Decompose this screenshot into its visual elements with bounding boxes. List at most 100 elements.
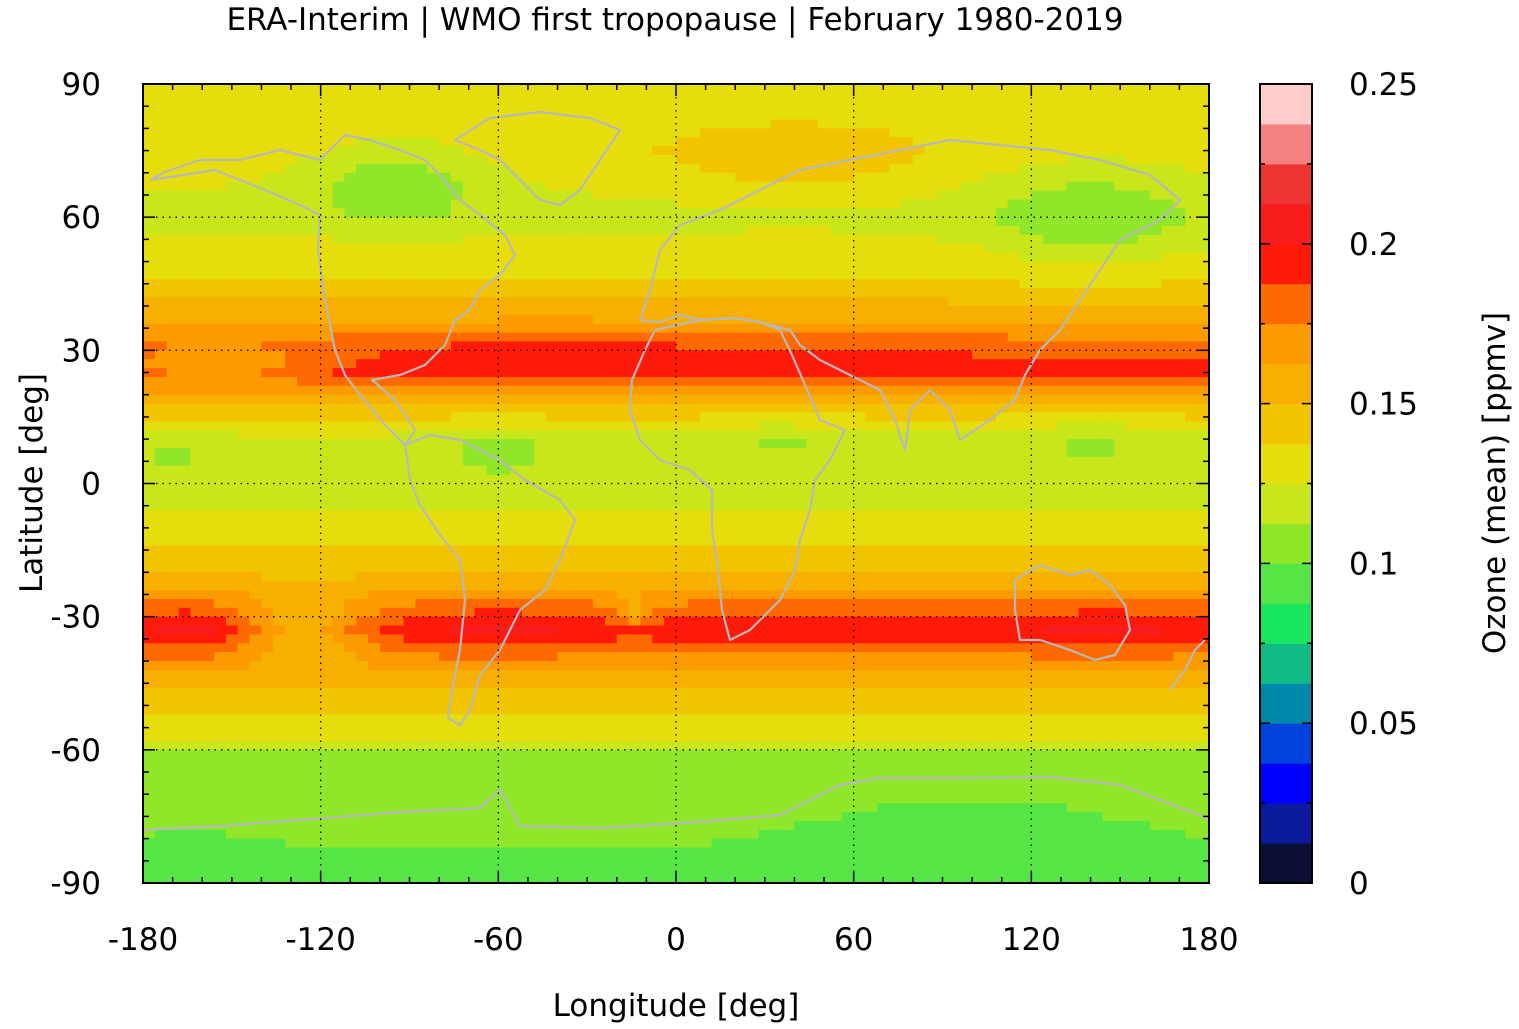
field-cell bbox=[474, 492, 488, 502]
field-cell bbox=[1090, 368, 1103, 378]
field-cell bbox=[1019, 84, 1032, 94]
field-cell bbox=[154, 323, 168, 334]
field-cell bbox=[166, 101, 180, 112]
field-cell bbox=[498, 323, 511, 334]
field-cell bbox=[829, 217, 843, 227]
field-cell bbox=[379, 226, 393, 236]
field-cell bbox=[972, 146, 985, 156]
field-cell bbox=[498, 412, 511, 422]
field-cell bbox=[237, 447, 251, 458]
field-cell bbox=[1019, 474, 1032, 485]
field-cell bbox=[676, 465, 689, 476]
field-cell bbox=[261, 536, 274, 547]
field-cell bbox=[889, 368, 902, 378]
field-cell bbox=[829, 341, 843, 351]
field-cell bbox=[474, 314, 488, 325]
field-cell bbox=[865, 119, 878, 129]
field-cell bbox=[273, 492, 286, 502]
field-cell bbox=[616, 252, 630, 263]
field-cell bbox=[190, 572, 203, 582]
field-cell bbox=[427, 234, 440, 245]
field-cell bbox=[154, 181, 168, 192]
field-cell bbox=[912, 412, 926, 422]
field-cell bbox=[273, 341, 286, 351]
field-cell bbox=[687, 341, 701, 351]
field-cell bbox=[901, 261, 914, 272]
field-cell bbox=[474, 341, 488, 351]
field-cell bbox=[415, 101, 428, 112]
field-cell bbox=[178, 314, 191, 325]
field-cell bbox=[569, 92, 582, 103]
field-cell bbox=[1161, 92, 1175, 103]
field-cell bbox=[912, 101, 926, 112]
field-cell bbox=[640, 226, 653, 236]
field-cell bbox=[1173, 137, 1186, 147]
field-cell bbox=[450, 501, 464, 511]
field-cell bbox=[1197, 510, 1209, 520]
field-cell bbox=[1126, 421, 1139, 431]
field-cell bbox=[853, 359, 867, 369]
field-cell bbox=[901, 128, 914, 138]
field-cell bbox=[735, 155, 748, 165]
field-cell bbox=[829, 563, 843, 573]
field-cell bbox=[143, 519, 156, 529]
field-cell bbox=[154, 545, 168, 556]
field-cell bbox=[972, 163, 985, 174]
field-cell bbox=[723, 305, 736, 316]
field-cell bbox=[735, 368, 748, 378]
field-cell bbox=[190, 137, 203, 147]
field-cell bbox=[593, 181, 606, 192]
field-cell bbox=[1007, 483, 1021, 493]
field-cell bbox=[912, 270, 926, 280]
field-cell bbox=[664, 146, 677, 156]
field-cell bbox=[628, 519, 642, 529]
field-cell bbox=[510, 226, 523, 236]
field-cell bbox=[1078, 447, 1092, 458]
field-cell bbox=[368, 483, 381, 493]
field-cell bbox=[510, 252, 523, 263]
field-cell bbox=[983, 314, 997, 325]
field-cell bbox=[841, 456, 855, 467]
field-cell bbox=[676, 92, 689, 103]
field-cell bbox=[474, 554, 488, 564]
field-cell bbox=[1173, 447, 1186, 458]
field-cell bbox=[1173, 376, 1186, 387]
field-cell bbox=[1102, 439, 1115, 449]
field-cell bbox=[1007, 234, 1021, 245]
field-cell bbox=[1149, 261, 1163, 272]
field-cell bbox=[841, 314, 855, 325]
field-cell bbox=[1149, 172, 1163, 183]
field-cell bbox=[1149, 110, 1163, 121]
field-cell bbox=[652, 332, 665, 343]
field-cell bbox=[829, 465, 843, 476]
field-cell bbox=[593, 474, 606, 485]
field-cell bbox=[285, 421, 298, 431]
field-cell bbox=[237, 84, 251, 94]
field-cell bbox=[569, 510, 582, 520]
field-cell bbox=[557, 288, 570, 298]
field-cell bbox=[403, 332, 417, 343]
field-cell bbox=[1019, 563, 1032, 573]
field-cell bbox=[202, 101, 215, 112]
field-cell bbox=[178, 217, 191, 227]
field-cell bbox=[332, 545, 345, 556]
field-cell bbox=[166, 572, 180, 582]
field-cell bbox=[877, 314, 890, 325]
field-cell bbox=[806, 519, 819, 529]
field-cell bbox=[652, 403, 665, 414]
field-cell bbox=[806, 288, 819, 298]
field-cell bbox=[735, 394, 748, 405]
field-cell bbox=[1031, 172, 1044, 183]
field-cell bbox=[1185, 527, 1198, 538]
field-cell bbox=[1114, 137, 1127, 147]
field-cell bbox=[853, 314, 867, 325]
field-cell bbox=[818, 554, 831, 564]
field-cell bbox=[296, 332, 310, 343]
field-cell bbox=[1055, 261, 1068, 272]
field-cell bbox=[960, 412, 973, 422]
field-cell bbox=[889, 385, 902, 396]
field-cell bbox=[356, 234, 369, 245]
field-cell bbox=[699, 394, 713, 405]
field-cell bbox=[474, 519, 488, 529]
field-cell bbox=[545, 332, 559, 343]
